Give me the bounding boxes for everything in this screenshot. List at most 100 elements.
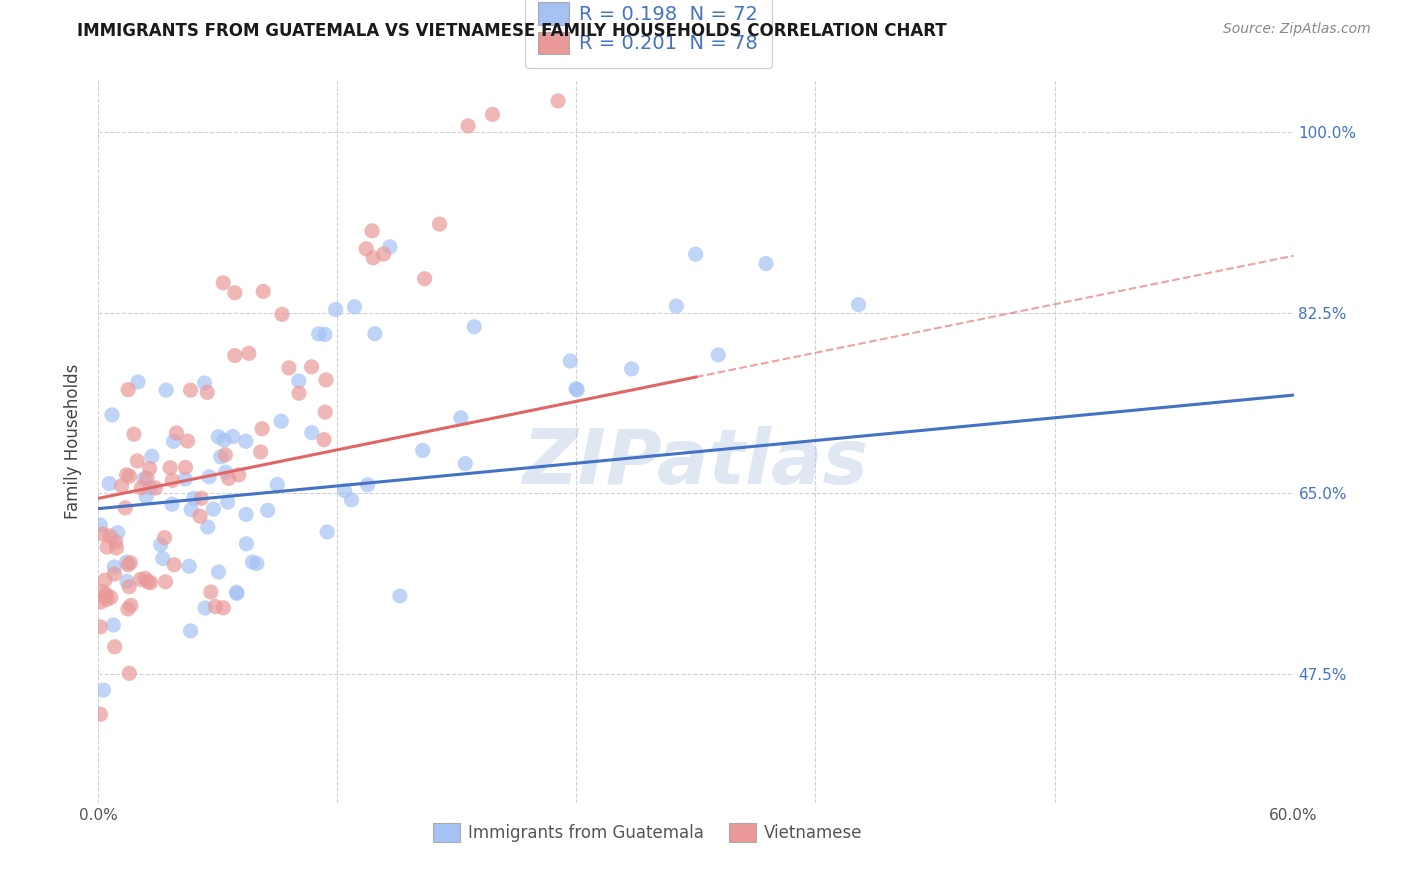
Point [200,585,222,599]
Point [96,540,118,554]
Point [314,327,336,342]
Y-axis label: Family Households: Family Households [65,364,83,519]
Point [848,298,870,312]
Text: ZIPatlas: ZIPatlas [523,426,869,500]
Point [356,478,378,492]
Point [117,558,139,572]
Point [450,410,472,425]
Point [103,618,125,632]
Point [134,571,156,585]
Point [117,602,139,616]
Point [141,450,163,464]
Point [413,271,436,285]
Point [115,574,138,589]
Point [325,302,347,317]
Point [131,481,153,495]
Point [91,527,114,541]
Point [135,489,157,503]
Point [138,461,160,475]
Point [212,434,235,448]
Point [312,433,335,447]
Point [481,107,503,121]
Point [127,454,149,468]
Point [96,592,118,607]
Point [301,425,323,440]
Point [100,591,122,605]
Point [361,224,384,238]
Point [315,373,337,387]
Point [308,326,330,341]
Point [565,382,588,396]
Point [228,467,250,482]
Point [685,247,707,261]
Point [180,624,202,638]
Point [204,599,226,614]
Point [560,354,582,368]
Point [343,300,366,314]
Point [127,375,149,389]
Point [174,460,197,475]
Point [115,555,138,569]
Point [118,580,141,594]
Point [224,285,246,300]
Point [195,385,218,400]
Point [218,471,240,485]
Point [316,524,339,539]
Point [105,541,128,555]
Point [103,566,125,581]
Point [180,383,202,397]
Point [202,502,225,516]
Point [707,348,730,362]
Point [224,349,246,363]
Point [91,584,114,599]
Point [163,558,186,572]
Point [129,573,152,587]
Point [94,573,117,587]
Text: IMMIGRANTS FROM GUATEMALA VS VIETNAMESE FAMILY HOUSEHOLDS CORRELATION CHART: IMMIGRANTS FROM GUATEMALA VS VIETNAMESE … [77,22,948,40]
Point [98,476,121,491]
Point [104,640,127,654]
Point [207,430,229,444]
Point [174,472,197,486]
Point [111,479,134,493]
Point [212,276,235,290]
Point [412,443,434,458]
Point [139,575,162,590]
Point [266,477,288,491]
Point [89,707,111,722]
Point [139,481,162,495]
Point [183,491,205,506]
Point [249,445,271,459]
Point [361,251,384,265]
Point [152,551,174,566]
Point [620,362,643,376]
Point [270,414,292,428]
Point [246,557,269,571]
Text: Source: ZipAtlas.com: Source: ZipAtlas.com [1223,22,1371,37]
Point [180,502,202,516]
Point [565,383,588,397]
Point [94,589,117,603]
Point [340,492,363,507]
Point [194,601,217,615]
Point [103,560,125,574]
Point [159,460,181,475]
Point [188,509,211,524]
Point [132,472,155,486]
Point [333,483,356,498]
Point [235,508,257,522]
Point [197,520,219,534]
Point [226,586,249,600]
Point [155,574,177,589]
Point [120,556,142,570]
Point [118,469,141,483]
Point [388,589,411,603]
Point [454,457,477,471]
Point [463,319,485,334]
Point [238,346,260,360]
Point [89,518,111,533]
Point [93,683,115,698]
Legend: Immigrants from Guatemala, Vietnamese: Immigrants from Guatemala, Vietnamese [427,816,869,848]
Point [457,119,479,133]
Point [155,383,177,397]
